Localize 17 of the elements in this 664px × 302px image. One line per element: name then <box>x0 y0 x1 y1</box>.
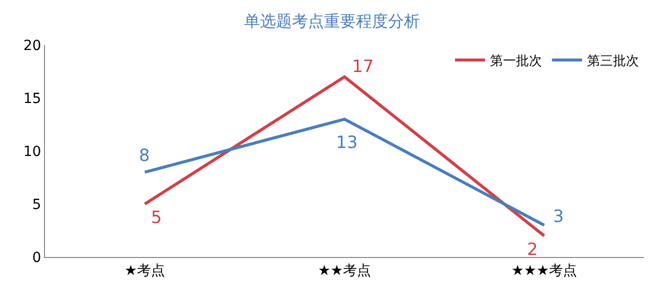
data-label: 5 <box>151 208 162 228</box>
x-tick-label: ★考点 <box>124 262 166 279</box>
x-tick-label: ★★考点 <box>318 262 372 279</box>
chart-title: 单选题考点重要程度分析 <box>244 11 420 30</box>
data-label: 3 <box>553 207 564 227</box>
y-tick-label: 0 <box>32 250 42 266</box>
legend-label: 第一批次 <box>490 54 542 70</box>
data-label: 17 <box>352 57 374 77</box>
data-label: 8 <box>139 146 150 166</box>
x-tick-label: ★★★考点 <box>511 262 577 279</box>
data-label: 2 <box>527 240 538 260</box>
y-tick-label: 20 <box>23 38 42 54</box>
legend-label: 第三批次 <box>587 54 639 70</box>
y-tick-label: 15 <box>23 90 42 107</box>
data-label: 13 <box>336 133 358 153</box>
y-tick-label: 5 <box>32 196 42 213</box>
y-tick-label: 10 <box>23 144 42 160</box>
